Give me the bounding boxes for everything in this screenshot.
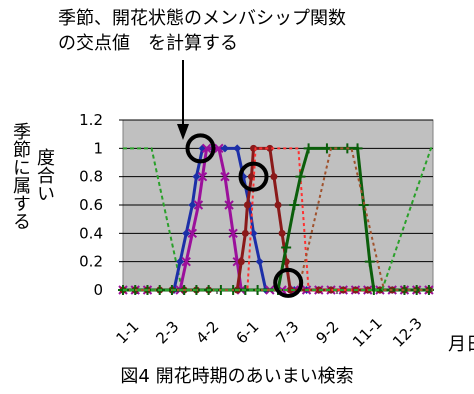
series-5-point xyxy=(289,200,300,210)
series-1-point xyxy=(255,257,264,266)
figure-caption: 図4 開花時期のあいまい検索 xyxy=(120,366,354,387)
series-1-point xyxy=(176,257,185,266)
x-tick-label: 6-1 xyxy=(232,317,262,347)
series-3-point xyxy=(243,201,251,209)
series-5-point xyxy=(358,200,369,210)
series-3-point xyxy=(237,258,245,266)
series-3-point xyxy=(327,286,335,294)
y-axis-label: 季節に属する 度合い xyxy=(6,122,64,302)
x-tick-label: 7-3 xyxy=(272,317,302,347)
x-axis-label: 月日 xyxy=(448,334,474,355)
y-tick-label: 0.8 xyxy=(79,168,103,186)
series-3-point xyxy=(274,201,282,209)
intersection-circle xyxy=(185,133,216,164)
annotation-line-2: の交点値 を計算する xyxy=(58,33,238,54)
series-2-point xyxy=(228,228,238,239)
series-3-point xyxy=(270,173,278,181)
series-1-point xyxy=(192,172,201,181)
series-3-point xyxy=(278,229,286,237)
series-1-point xyxy=(182,229,191,238)
x-tick-label: 12-3 xyxy=(389,314,426,351)
y-tick-label: 0.2 xyxy=(79,253,103,271)
series-5-point xyxy=(281,242,292,253)
series-2-point xyxy=(187,228,198,239)
series-2-point xyxy=(197,171,208,182)
series-1-point xyxy=(188,201,197,209)
x-tick-label: 9-2 xyxy=(312,317,342,347)
x-tick-label: 4-2 xyxy=(192,317,222,347)
series-1-point xyxy=(233,144,242,153)
y-axis-label-line-2: 度合い xyxy=(34,148,55,202)
series-2-point xyxy=(181,256,191,267)
x-tick-label: 2-3 xyxy=(152,317,182,347)
annotation-arrow-head xyxy=(177,124,189,140)
series-5-point xyxy=(295,171,306,182)
y-tick-label: 0 xyxy=(93,281,103,299)
x-tick-label: 11-1 xyxy=(349,314,386,351)
x-tick-label: 1-1 xyxy=(112,317,142,347)
series-3-point xyxy=(315,286,323,294)
series-2-point xyxy=(224,200,234,210)
series-line-6 xyxy=(123,147,433,291)
y-tick-label: 1 xyxy=(93,139,103,157)
y-tick-label: 0.4 xyxy=(79,224,103,242)
y-axis-label-line-1: 季節に属する xyxy=(10,122,31,230)
series-line-7 xyxy=(123,147,433,291)
intersection-circle xyxy=(238,161,269,192)
series-5-point xyxy=(352,143,363,154)
series-3-point xyxy=(241,229,249,237)
series-3-point xyxy=(286,286,294,294)
series-2-point xyxy=(193,200,204,210)
series-5-point xyxy=(364,256,375,267)
y-tick-label: 0.6 xyxy=(79,196,103,214)
series-5-point xyxy=(303,143,314,154)
intersection-circle xyxy=(273,267,304,298)
series-1-point xyxy=(220,144,229,153)
series-line-0 xyxy=(123,147,433,291)
y-tick-label: 1.2 xyxy=(79,111,103,129)
series-1-point xyxy=(249,229,258,238)
series-3-point xyxy=(266,144,274,152)
annotation-line-1: 季節、開花状態のメンバシップ関数 xyxy=(58,8,346,29)
series-2-point xyxy=(201,143,212,154)
series-2-point xyxy=(214,143,224,154)
series-2-point xyxy=(220,171,230,182)
